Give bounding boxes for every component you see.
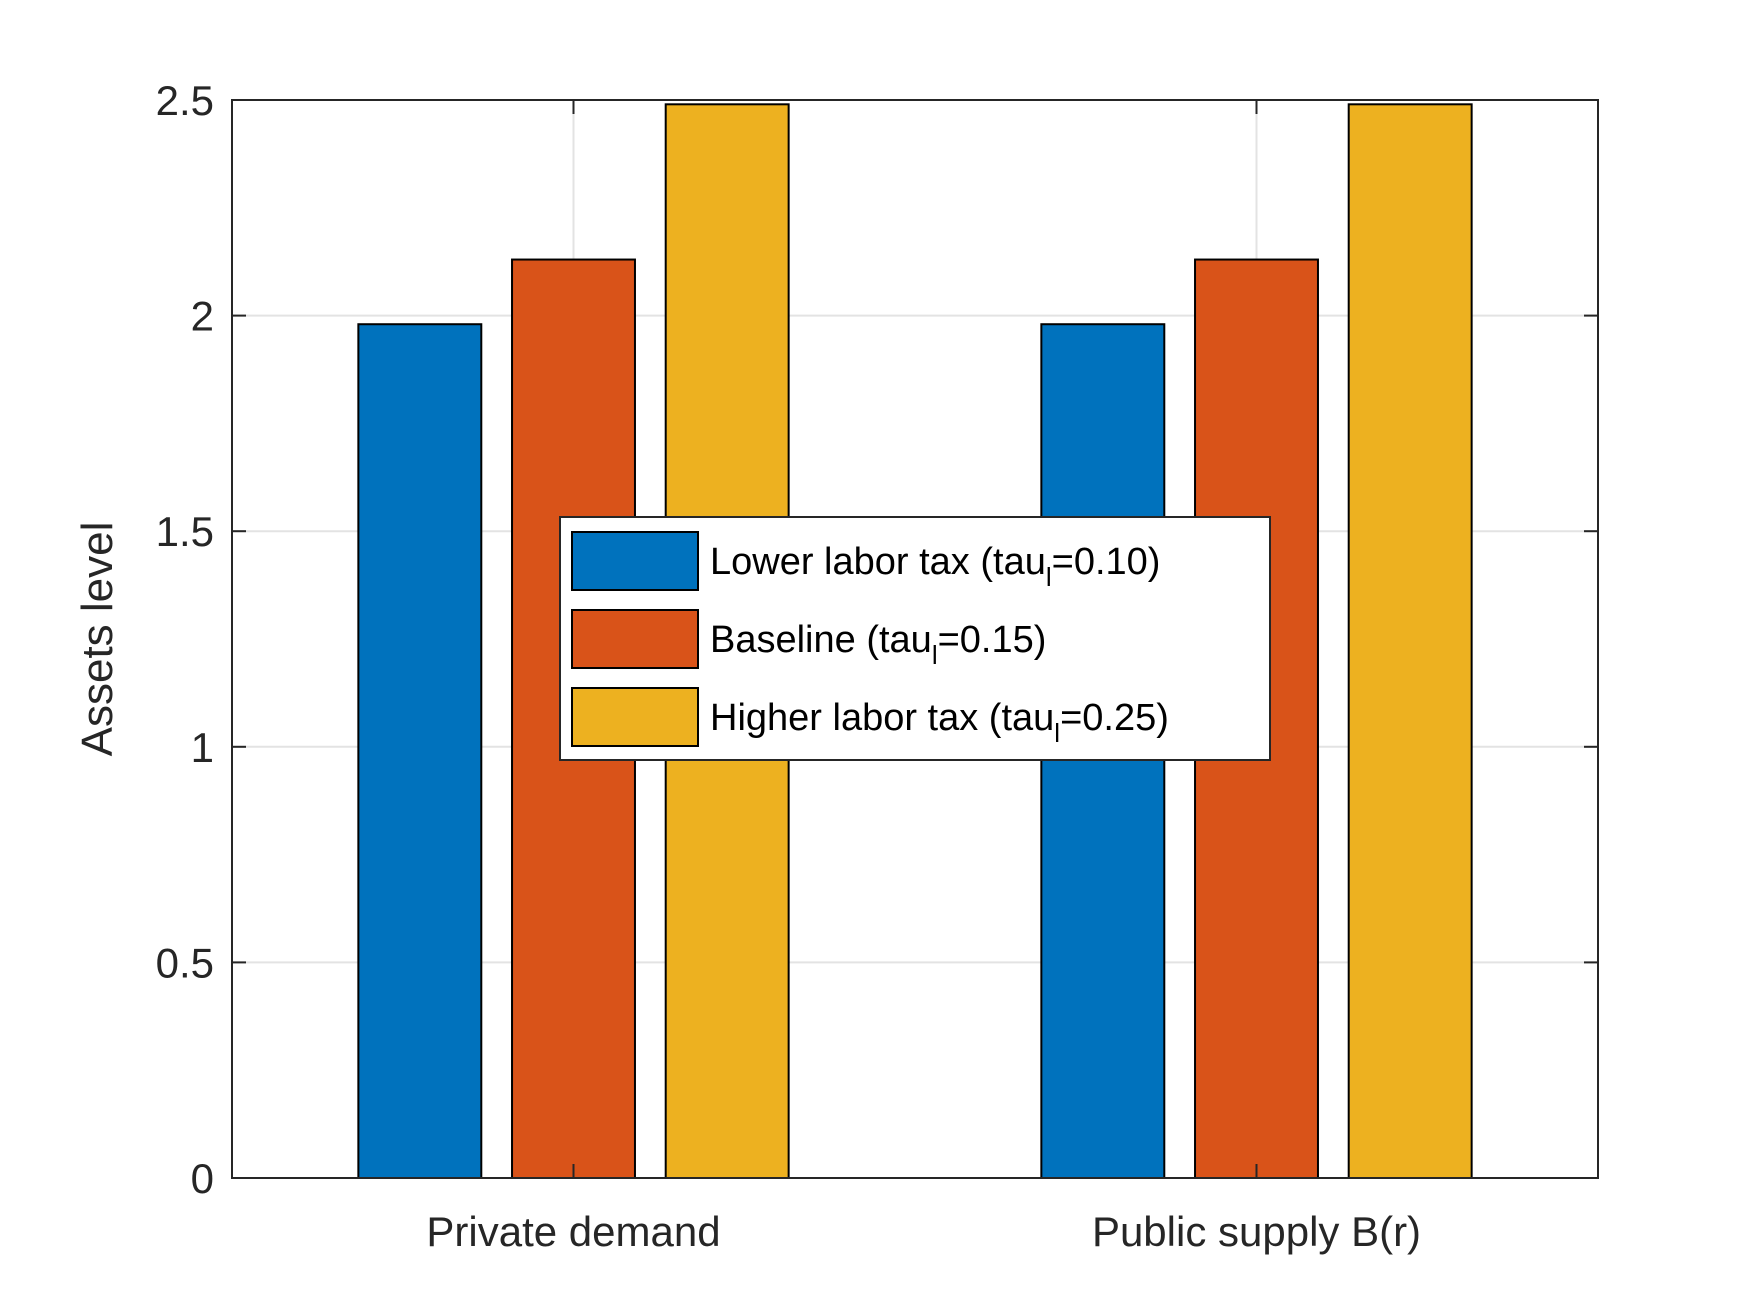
- y-tick-label: 2: [191, 293, 214, 340]
- x-tick-labels: Private demand Public supply B(r): [426, 1208, 1421, 1255]
- y-tick-label: 2.5: [156, 77, 214, 124]
- legend-swatch: [571, 687, 699, 747]
- y-axis-title: Assets level: [73, 522, 122, 757]
- plot-frame: [231, 99, 1599, 1179]
- y-tick-label: 1.5: [156, 508, 214, 555]
- legend-label: Lower labor tax (taul=0.10): [710, 541, 1160, 592]
- bar: [357, 323, 483, 1179]
- legend-label: Higher labor tax (taul=0.25): [710, 697, 1169, 748]
- tick-marks: [232, 99, 1598, 1179]
- bar: [1347, 103, 1473, 1179]
- legend: Lower labor tax (taul=0.10) Baseline (tau…: [559, 516, 1271, 761]
- legend-label: Baseline (taul=0.15): [710, 619, 1046, 670]
- x-tick-label: Private demand: [426, 1208, 720, 1255]
- y-tick-labels: 0 0.5 1 1.5 2 2.5: [156, 77, 214, 1202]
- y-tick-label: 1: [191, 724, 214, 771]
- y-tick-label: 0.5: [156, 939, 214, 986]
- y-tick-label: 0: [191, 1155, 214, 1202]
- x-tick-label: Public supply B(r): [1092, 1208, 1421, 1255]
- legend-swatch: [571, 531, 699, 591]
- legend-swatch: [571, 609, 699, 669]
